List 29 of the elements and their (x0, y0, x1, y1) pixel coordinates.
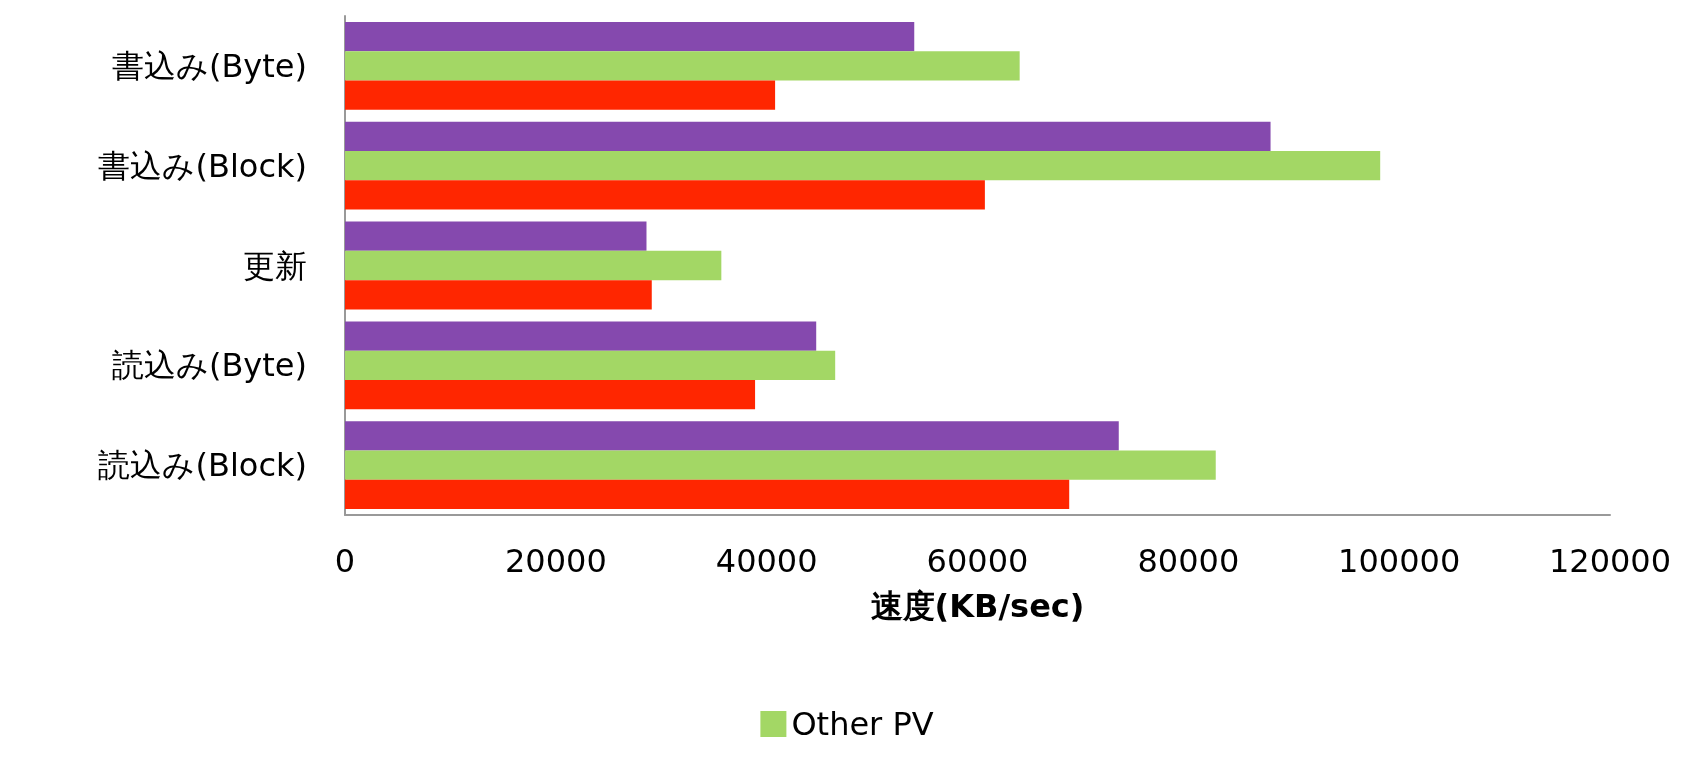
y-tick-label: 更新 (243, 246, 307, 285)
x-tick-label: 20000 (504, 542, 607, 580)
x-tick-label: 40000 (715, 542, 818, 580)
bar (345, 421, 1119, 451)
x-tick-label: 0 (334, 542, 356, 580)
y-tick-label: 読込み(Block) (98, 446, 307, 485)
bar (345, 250, 722, 281)
x-tick-label: 80000 (1137, 542, 1240, 580)
x-axis-title: 速度(KB/sec) (870, 587, 1085, 625)
bar (345, 350, 836, 380)
y-tick-label: 読込み(Byte) (111, 346, 307, 385)
bar (345, 450, 1216, 480)
x-tick-label: 120000 (1548, 542, 1672, 580)
bar (345, 51, 1020, 81)
x-tick-label: 100000 (1338, 542, 1461, 580)
bar (345, 280, 652, 310)
bar (345, 151, 1381, 181)
bar (345, 479, 1070, 510)
bar (345, 379, 756, 410)
x-tick-label: 60000 (926, 542, 1029, 580)
bar (345, 321, 817, 351)
legend-label: Other PV (791, 705, 934, 743)
bar (345, 121, 1271, 152)
bar (345, 221, 647, 251)
bar (345, 21, 915, 52)
y-tick-label: 書込み(Block) (98, 146, 307, 185)
bar (345, 180, 985, 210)
bar (345, 80, 776, 110)
y-tick-label: 書込み(Byte) (111, 46, 307, 85)
